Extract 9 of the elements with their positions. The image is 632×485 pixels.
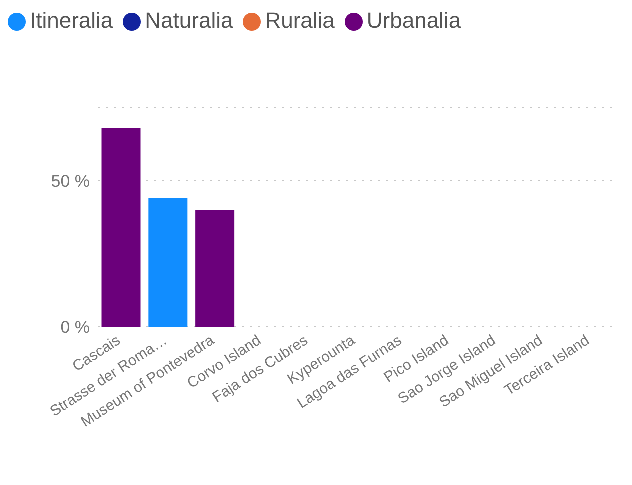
bar <box>196 210 235 327</box>
bar <box>102 128 141 327</box>
legend-label: Naturalia <box>145 8 234 33</box>
legend-label: Ruralia <box>265 8 335 33</box>
y-tick-label: 0 % <box>60 318 90 338</box>
legend-label: Itineralia <box>30 8 114 33</box>
bar <box>148 198 188 327</box>
y-tick-label: 50 % <box>51 172 90 192</box>
legend-label: Urbanalia <box>366 8 462 33</box>
